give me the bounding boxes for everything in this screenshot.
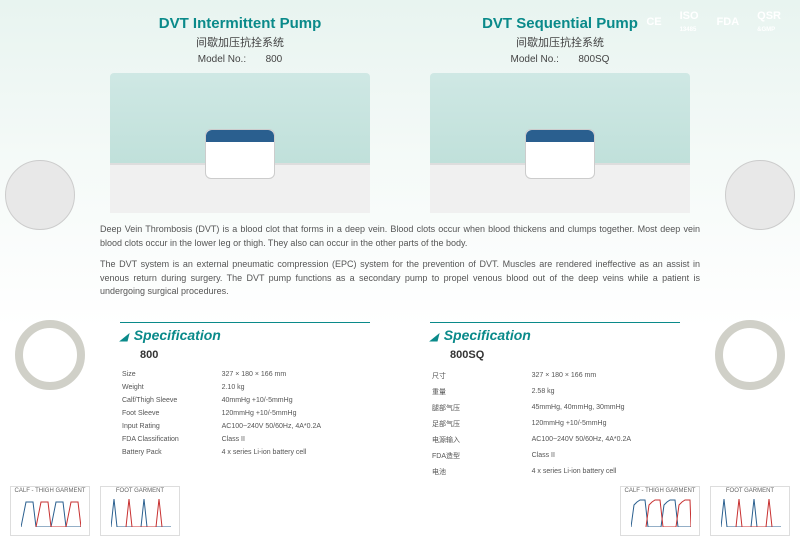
spec-label: Weight (122, 382, 220, 393)
spec-value: 4 x series Li-ion battery cell (532, 465, 678, 479)
spec-value: 120mmHg +10/-5mmHg (532, 417, 678, 431)
spec-row: 重量2.58 kg (432, 385, 678, 399)
spec-label: 足部气压 (432, 417, 530, 431)
spec-label: Battery Pack (122, 447, 220, 458)
spec-col-800: Specification 800 Size327 × 180 × 166 mm… (120, 322, 370, 481)
spec-value: AC100~240V 50/60Hz, 4A*0.2A (532, 433, 678, 447)
specs-row: Specification 800 Size327 × 180 × 166 mm… (0, 317, 800, 481)
spec-row: 足部气压120mmHg +10/-5mmHg (432, 417, 678, 431)
spec-value: 2.58 kg (532, 385, 678, 399)
spec-value: 45mmHg, 40mmHg, 30mmHg (532, 401, 678, 415)
product-sequential: DVT Sequential Pump 间歇加压抗拴系统 Model No.: … (420, 15, 700, 213)
spec-label: FDA Classification (122, 434, 220, 445)
product-intermittent: DVT Intermittent Pump 间歇加压抗拴系统 Model No.… (100, 15, 380, 213)
product-subtitle: 间歇加压抗拴系统 (420, 34, 700, 50)
spec-label: Foot Sleeve (122, 408, 220, 419)
spec-model: 800 (120, 349, 370, 361)
spec-value: 327 × 180 × 166 mm (532, 369, 678, 383)
spec-row: FDA ClassificationClass II (122, 434, 368, 445)
spec-table: 尺寸327 × 180 × 166 mm重量2.58 kg腿部气压45mmHg,… (430, 367, 680, 481)
charts-left: CALF - THIGH GARMENT FOOT GARMENT (10, 486, 180, 536)
spec-label: Calf/Thigh Sleeve (122, 395, 220, 406)
chart-foot-right: FOOT GARMENT (710, 486, 790, 536)
spec-value: 2.10 kg (222, 382, 368, 393)
charts-right: CALF - THIGH GARMENT FOOT GARMENT (620, 486, 790, 536)
spec-header: Specification (120, 322, 370, 343)
chart-calf-thigh-left: CALF - THIGH GARMENT (10, 486, 90, 536)
product-image (110, 73, 370, 213)
spec-row: FDA造型Class II (432, 449, 678, 463)
cable-image-right (705, 310, 795, 400)
chart-calf-thigh-right: CALF - THIGH GARMENT (620, 486, 700, 536)
spec-row: Calf/Thigh Sleeve40mmHg +10/-5mmHg (122, 395, 368, 406)
spec-label: 重量 (432, 385, 530, 399)
spec-row: 电池4 x series Li-ion battery cell (432, 465, 678, 479)
spec-row: Input RatingAC100~240V 50/60Hz, 4A*0.2A (122, 421, 368, 432)
chart-foot-left: FOOT GARMENT (100, 486, 180, 536)
spec-row: 尺寸327 × 180 × 166 mm (432, 369, 678, 383)
product-title: DVT Intermittent Pump (100, 15, 380, 32)
product-subtitle: 间歇加压抗拴系统 (100, 34, 380, 50)
model-row: Model No.: 800SQ (420, 54, 700, 65)
spec-value: Class II (222, 434, 368, 445)
spec-table: Size327 × 180 × 166 mmWeight2.10 kgCalf/… (120, 367, 370, 460)
description-para-2: The DVT system is an external pneumatic … (100, 258, 700, 299)
spec-label: Input Rating (122, 421, 220, 432)
spec-label: 电源输入 (432, 433, 530, 447)
cert-ce: CE (642, 14, 665, 30)
spec-header: Specification (430, 322, 680, 343)
connector-circle-left (5, 160, 75, 230)
description-block: Deep Vein Thrombosis (DVT) is a blood cl… (0, 213, 800, 317)
description-para-1: Deep Vein Thrombosis (DVT) is a blood cl… (100, 223, 700, 250)
spec-value: Class II (532, 449, 678, 463)
cert-iso: ISO 13485 (676, 8, 703, 36)
cert-qsr: QSR &GMP (753, 8, 785, 36)
spec-value: 120mmHg +10/-5mmHg (222, 408, 368, 419)
spec-row: 电源输入AC100~240V 50/60Hz, 4A*0.2A (432, 433, 678, 447)
spec-row: Battery Pack4 x series Li-ion battery ce… (122, 447, 368, 458)
spec-label: Size (122, 369, 220, 380)
certifications-bar: CE ISO 13485 FDA QSR &GMP (642, 8, 785, 36)
spec-row: Weight2.10 kg (122, 382, 368, 393)
spec-value: 4 x series Li-ion battery cell (222, 447, 368, 458)
spec-col-800sq: Specification 800SQ 尺寸327 × 180 × 166 mm… (430, 322, 680, 481)
spec-label: FDA造型 (432, 449, 530, 463)
spec-label: 电池 (432, 465, 530, 479)
spec-value: 40mmHg +10/-5mmHg (222, 395, 368, 406)
spec-value: AC100~240V 50/60Hz, 4A*0.2A (222, 421, 368, 432)
spec-label: 尺寸 (432, 369, 530, 383)
spec-row: 腿部气压45mmHg, 40mmHg, 30mmHg (432, 401, 678, 415)
model-row: Model No.: 800 (100, 54, 380, 65)
spec-label: 腿部气压 (432, 401, 530, 415)
spec-model: 800SQ (430, 349, 680, 361)
spec-row: Foot Sleeve120mmHg +10/-5mmHg (122, 408, 368, 419)
connector-circle-right (725, 160, 795, 230)
product-image (430, 73, 690, 213)
cable-image-left (5, 310, 95, 400)
spec-row: Size327 × 180 × 166 mm (122, 369, 368, 380)
spec-value: 327 × 180 × 166 mm (222, 369, 368, 380)
cert-fda: FDA (713, 14, 744, 30)
